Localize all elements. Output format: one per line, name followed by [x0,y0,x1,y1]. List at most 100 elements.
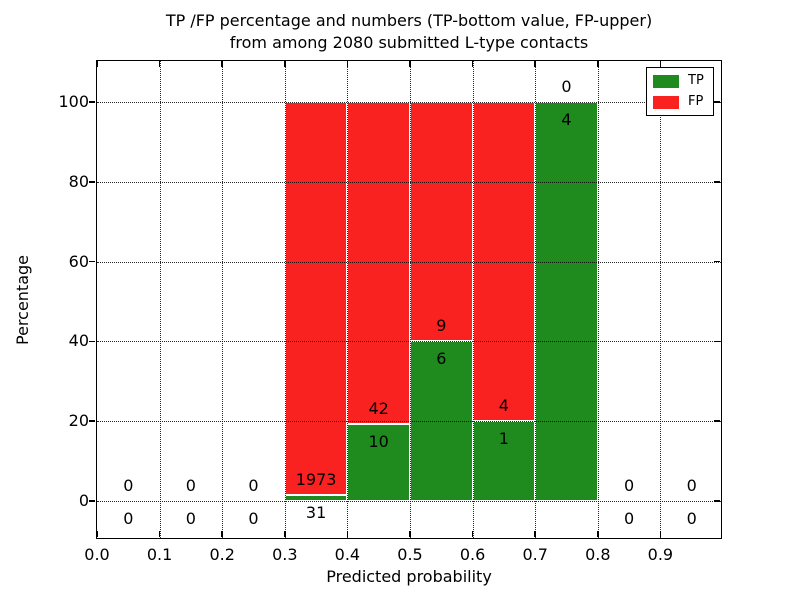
grid-line-vertical [222,61,224,538]
bar-count-label-fp: 0 [248,475,259,495]
bar-count-label-tp: 0 [624,508,635,528]
x-axis-tick-top [158,61,161,67]
x-axis-label: Predicted probability [326,567,492,586]
y-axis-tick-right [714,500,720,502]
bar-count-label-fp: 0 [686,475,697,495]
x-tick-label: 0.5 [397,545,423,564]
y-tick-label: 100 [58,92,89,112]
x-axis-tick-top [659,61,662,67]
bar-count-label-tp: 0 [185,508,196,528]
bar-count-label-fp: 4 [498,395,509,415]
bar-count-label-tp: 31 [305,502,327,522]
y-axis-tick [89,500,95,502]
x-tick-label: 0.8 [585,545,611,564]
y-tick-label: 40 [68,331,89,351]
x-axis-tick [221,531,223,537]
bar-segment-fp [347,102,410,425]
x-axis-tick-top [597,61,599,67]
bar-count-label-fp: 0 [185,475,196,495]
bar-count-label-tp: 0 [248,508,259,528]
grid-line-vertical [284,61,286,538]
legend-entry-tp: TP [653,73,704,89]
bar-count-label-fp: 1973 [295,469,337,489]
grid-line-horizontal [97,341,721,343]
x-axis-tick-top [346,61,349,67]
grid-line-vertical [597,61,599,538]
y-tick-label: 0 [78,490,89,510]
y-axis-tick [89,420,95,422]
y-axis-tick [89,101,95,103]
legend: TP FP [646,67,714,116]
x-axis-tick [158,531,161,537]
grid-line-horizontal [97,421,721,423]
y-axis-tick-right [714,260,720,263]
bar-count-label-tp: 10 [368,432,389,452]
grid-line-vertical [535,61,537,538]
bar-count-label-fp: 0 [561,76,572,96]
bar-count-label-tp: 0 [123,508,134,528]
x-tick-label: 0.2 [209,545,235,564]
bar-count-label-fp: 9 [436,316,447,336]
grid-line-horizontal [97,500,721,502]
x-tick-label: 0.7 [522,545,548,564]
y-axis-tick [89,260,95,263]
y-axis-label: Percentage [12,254,32,345]
grid-line-horizontal [97,102,721,104]
x-axis-tick-top [534,61,536,67]
x-tick-label: 0.9 [647,545,674,564]
grid-line-horizontal [97,181,721,183]
legend-label: FP [688,94,704,109]
grid-line-vertical [159,61,161,538]
chart-title-line1: TP /FP percentage and numbers (TP-bottom… [165,11,653,30]
x-axis-tick-top [284,61,286,67]
legend-entry-fp: FP [653,94,704,110]
grid-line-vertical [347,61,349,538]
bar-count-label-fp: 0 [624,475,635,495]
x-axis-tick-top [471,61,474,67]
bar-count-label-fp: 0 [123,475,134,495]
bar-count-label-tp: 4 [561,110,572,130]
x-tick-label: 0.0 [84,545,110,564]
x-tick-label: 0.6 [459,545,486,564]
bar-count-label-fp: 42 [368,399,389,419]
bar-segment-tp [535,102,598,501]
x-axis-tick [96,531,98,537]
x-tick-label: 0.4 [334,545,361,564]
grid-line-horizontal [97,261,721,263]
grid-line-vertical [410,61,411,538]
y-tick-label: 80 [68,171,89,191]
bar-segment-fp [284,102,348,495]
bar-count-label-tp: 1 [498,429,509,449]
legend-swatch-fp [653,95,679,109]
x-tick-label: 0.1 [146,545,173,564]
legend-swatch-tp [653,74,679,88]
chart-title: TP /FP percentage and numbers (TP-bottom… [96,10,722,54]
x-axis-tick [471,531,474,537]
bar-segment-tp [347,424,410,501]
y-axis-tick-right [714,340,720,343]
x-axis-tick [659,531,662,537]
x-axis-tick-top [409,61,411,67]
x-axis-tick [597,531,599,537]
plot-area: 0 0 0 0 0 0 1973 31 42 10 9 6 4 1 0 4 0 0 0 0 0.0 0.1 0.2 0.3 0.… [58,60,722,564]
x-axis-tick [346,531,349,537]
x-axis-tick [409,531,411,537]
x-axis-tick-top [221,61,223,67]
y-axis-tick-right [714,420,720,422]
grid-line-vertical [472,61,474,538]
y-tick-label: 60 [68,251,89,271]
bar-count-label-tp: 0 [686,508,697,528]
y-axis-tick [89,340,95,343]
y-axis-tick-right [714,181,720,183]
x-tick-label: 0.3 [272,545,298,564]
bar-segment-fp [410,102,473,342]
x-axis-tick [284,531,286,537]
chart-title-line2: from among 2080 submitted L-type contact… [229,33,589,52]
legend-label: TP [688,73,704,88]
y-tick-label: 20 [68,411,89,431]
bar-count-label-tp: 6 [436,349,447,369]
x-axis-tick-top [96,61,98,67]
y-axis-tick [89,181,95,183]
grid-line-vertical [660,61,662,538]
